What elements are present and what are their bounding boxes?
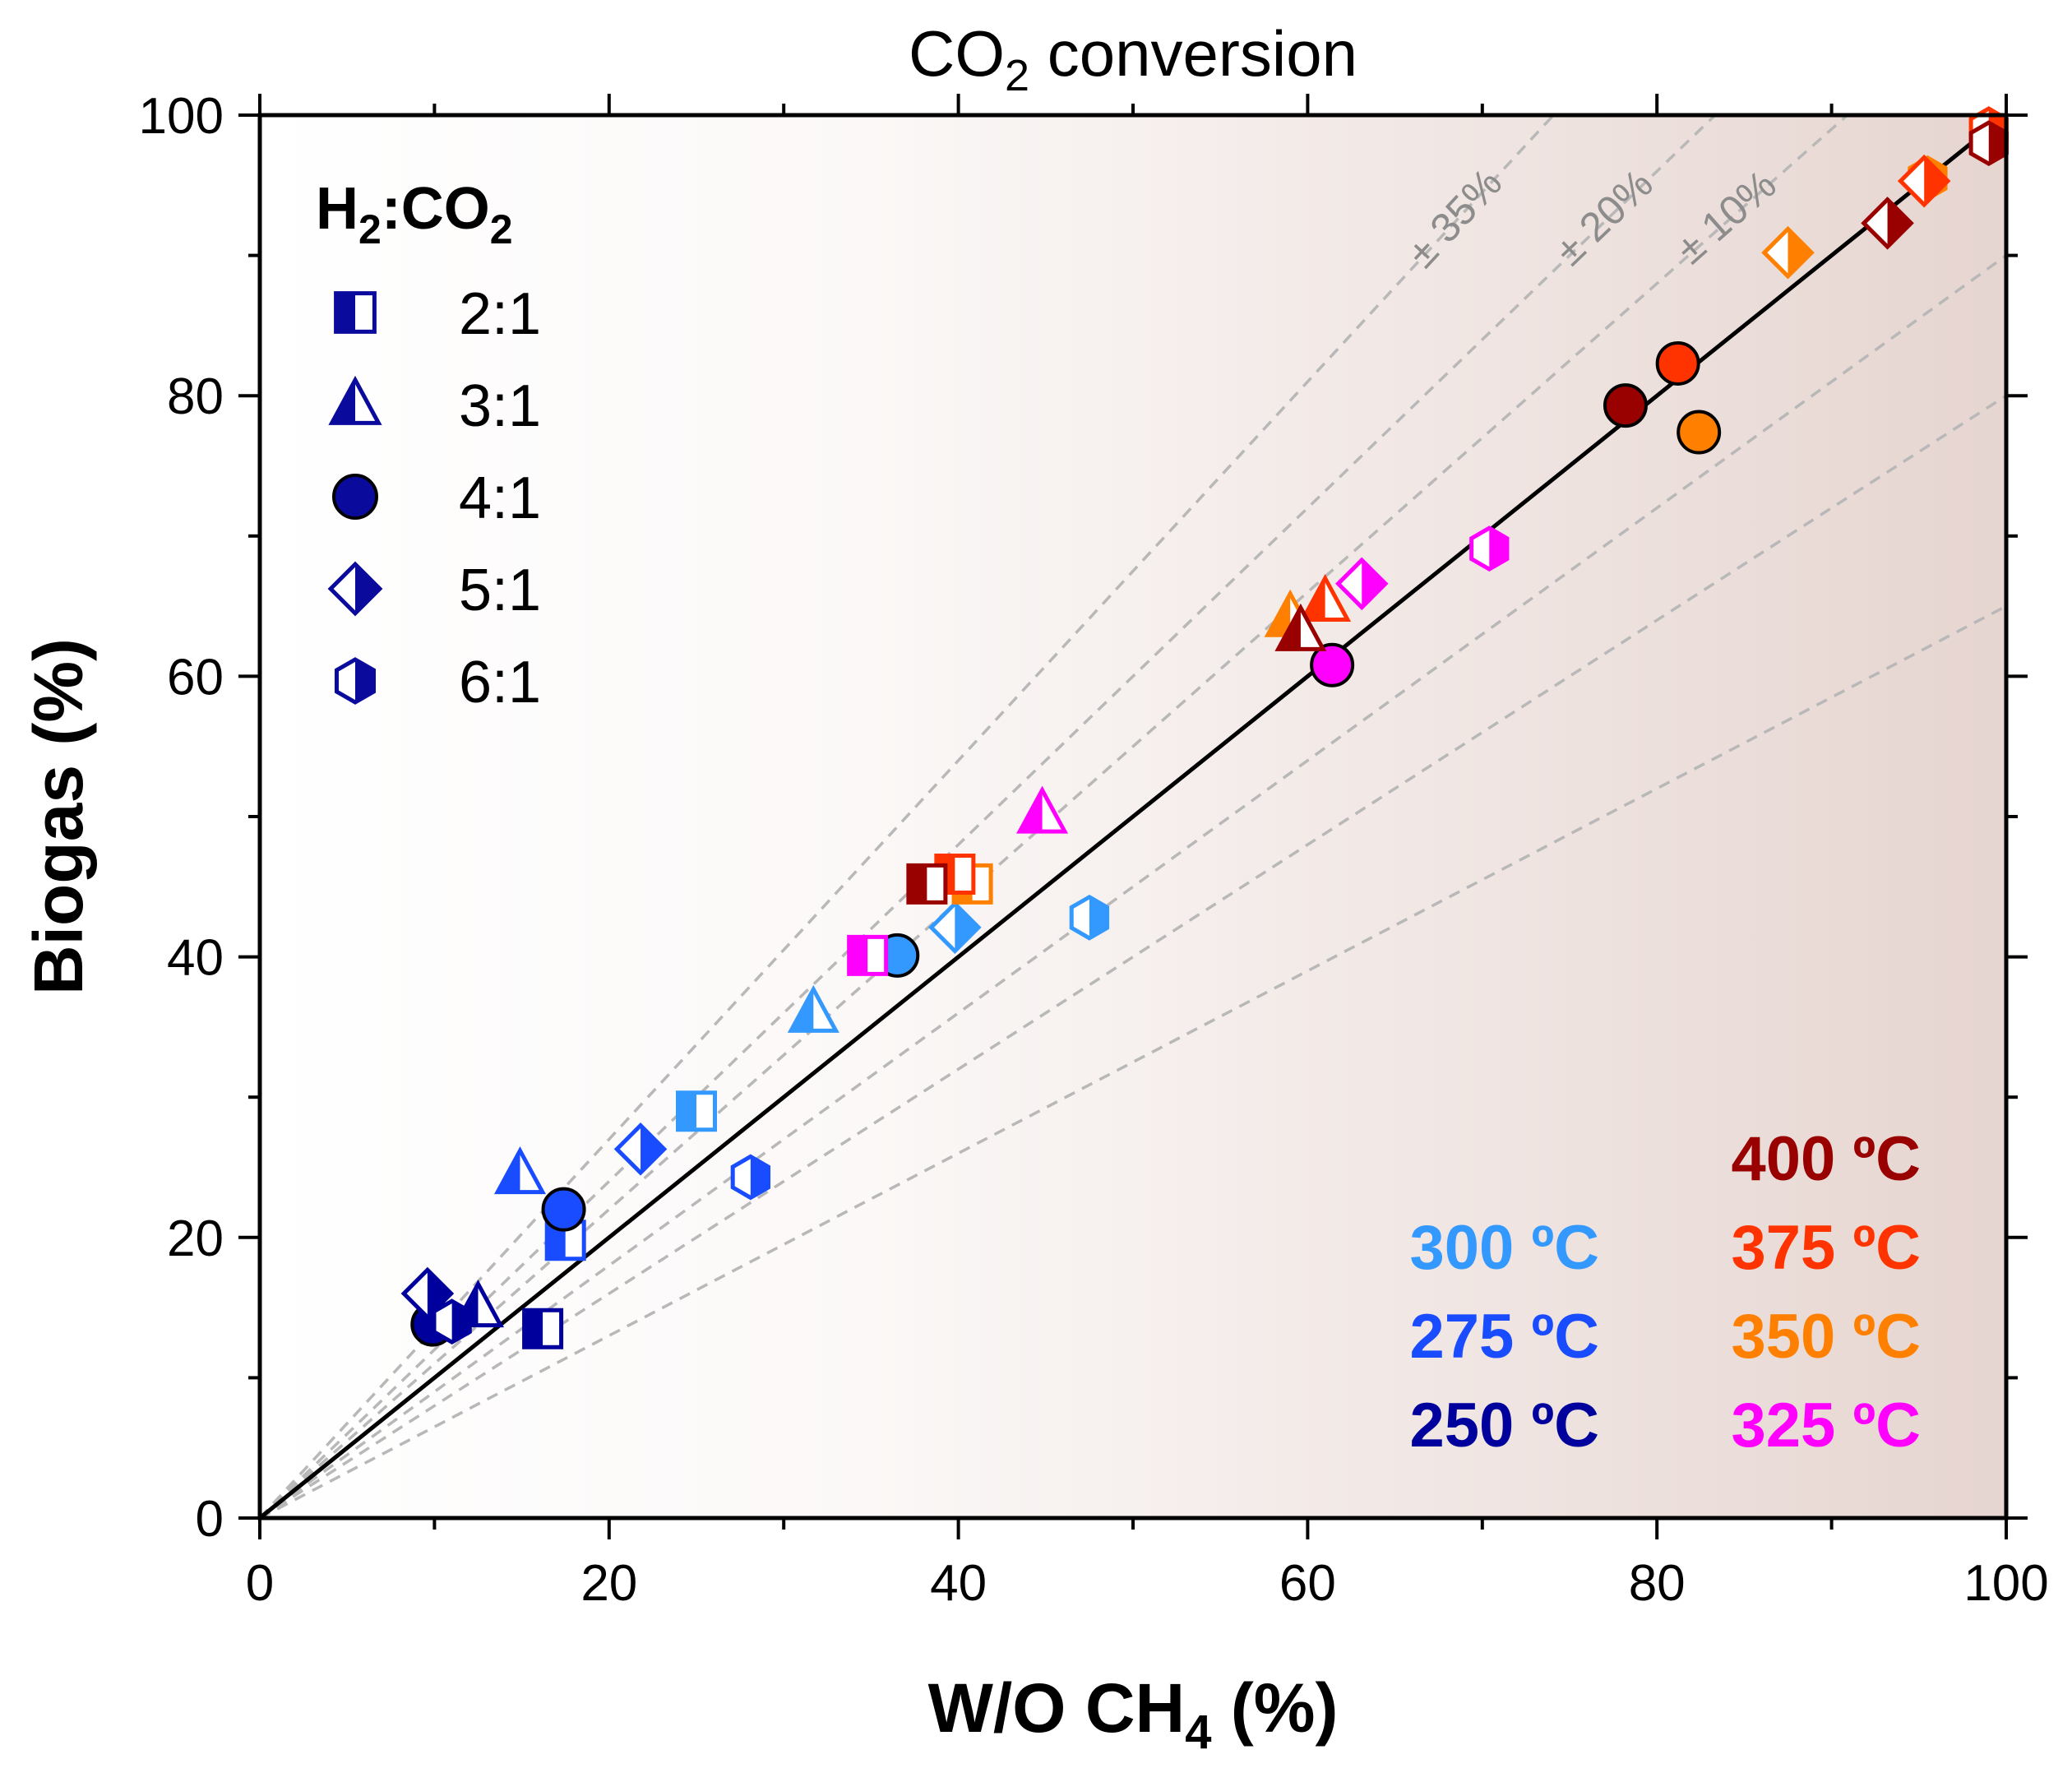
y-tick-label-80: 80 xyxy=(167,368,224,425)
point-350-diamond xyxy=(1761,225,1815,280)
temperature-legend: 400 ºC 375 ºC 350 ºC 325 ºC 300 ºC 275 ºC 250 … xyxy=(1409,1124,1921,1460)
x-tick-label-100: 100 xyxy=(1963,1555,2048,1612)
y-tick-label-20: 20 xyxy=(167,1210,224,1267)
y-axis-label: Biogas (%) xyxy=(20,638,97,995)
point-350-circle xyxy=(1677,410,1722,455)
point-325-triangle xyxy=(1016,785,1069,834)
legend-label-3-1: 3:1 xyxy=(459,373,541,439)
x-tick-label-20: 20 xyxy=(580,1555,637,1612)
legend-marker-circle xyxy=(332,474,378,520)
x-tick-label-40: 40 xyxy=(930,1555,987,1612)
legend: H2:CO2 2:1 3:1 4:1 5:1 6:1 xyxy=(316,176,541,715)
legend-label-4-1: 4:1 xyxy=(459,465,541,531)
guide-line-10-upper xyxy=(260,115,1850,1518)
x-axis-label: W/O CH4 (%) xyxy=(928,1669,1339,1759)
point-300-square xyxy=(676,1090,717,1132)
temp-label-325: 325 ºC xyxy=(1731,1391,1921,1460)
legend-marker-triangle xyxy=(328,375,382,425)
point-250-hexagon xyxy=(432,1298,472,1345)
y-tick-label-0: 0 xyxy=(196,1491,224,1548)
series-325 xyxy=(847,525,1510,976)
point-325-diamond xyxy=(1334,557,1389,611)
point-400-circle xyxy=(1603,383,1648,428)
point-275-circle xyxy=(541,1187,586,1232)
series-250 xyxy=(400,1266,564,1349)
point-275-hexagon xyxy=(730,1154,770,1201)
guide-line-35-upper xyxy=(260,115,1556,1518)
point-300-triangle xyxy=(787,984,839,1033)
point-400-diamond xyxy=(1861,197,1914,250)
point-375-circle xyxy=(1655,340,1700,386)
x-tick-label-80: 80 xyxy=(1629,1555,1686,1612)
x-tick-label-60: 60 xyxy=(1279,1555,1336,1612)
legend-title: H2:CO2 xyxy=(316,176,513,252)
point-275-diamond xyxy=(613,1122,668,1176)
series-400 xyxy=(906,120,2009,905)
point-300-hexagon xyxy=(1069,894,1110,941)
point-325-hexagon xyxy=(1469,525,1510,572)
legend-marker-square xyxy=(334,291,377,334)
point-400-square xyxy=(906,863,948,905)
point-325-square xyxy=(847,934,889,976)
point-400-hexagon xyxy=(1968,120,2009,167)
legend-label-2-1: 2:1 xyxy=(459,281,541,347)
chart-title: CO2 conversion xyxy=(909,17,1357,100)
legend-marker-hexagon xyxy=(334,657,377,705)
temp-label-250: 250 ºC xyxy=(1409,1391,1599,1460)
point-275-triangle xyxy=(493,1146,546,1195)
legend-label-6-1: 6:1 xyxy=(459,650,541,715)
point-325-circle xyxy=(1310,642,1355,687)
y-tick-label-100: 100 xyxy=(139,88,224,145)
point-250-diamond xyxy=(400,1266,455,1321)
point-300-diamond xyxy=(928,900,982,955)
x-tick-label-0: 0 xyxy=(246,1555,274,1612)
temp-label-275: 275 ºC xyxy=(1409,1302,1599,1372)
legend-label-5-1: 5:1 xyxy=(459,558,541,623)
guide-line-10-lower xyxy=(260,254,2006,1518)
temp-label-375: 375 ºC xyxy=(1731,1213,1921,1283)
legend-marker-diamond xyxy=(327,561,383,617)
point-400-triangle xyxy=(1274,603,1327,651)
y-tick-label-60: 60 xyxy=(167,649,224,706)
series-300 xyxy=(676,894,1110,1132)
point-375-diamond xyxy=(1897,154,1951,208)
y-tick-label-40: 40 xyxy=(167,930,224,987)
point-375-triangle xyxy=(1299,573,1352,623)
temp-label-300: 300 ºC xyxy=(1409,1213,1599,1283)
point-250-square xyxy=(522,1308,564,1349)
parity-line xyxy=(260,115,2006,1518)
temp-label-350: 350 ºC xyxy=(1731,1302,1921,1372)
guide-line-35-lower xyxy=(260,604,2006,1518)
temp-label-400: 400 ºC xyxy=(1731,1124,1921,1194)
series-275 xyxy=(493,1122,770,1261)
